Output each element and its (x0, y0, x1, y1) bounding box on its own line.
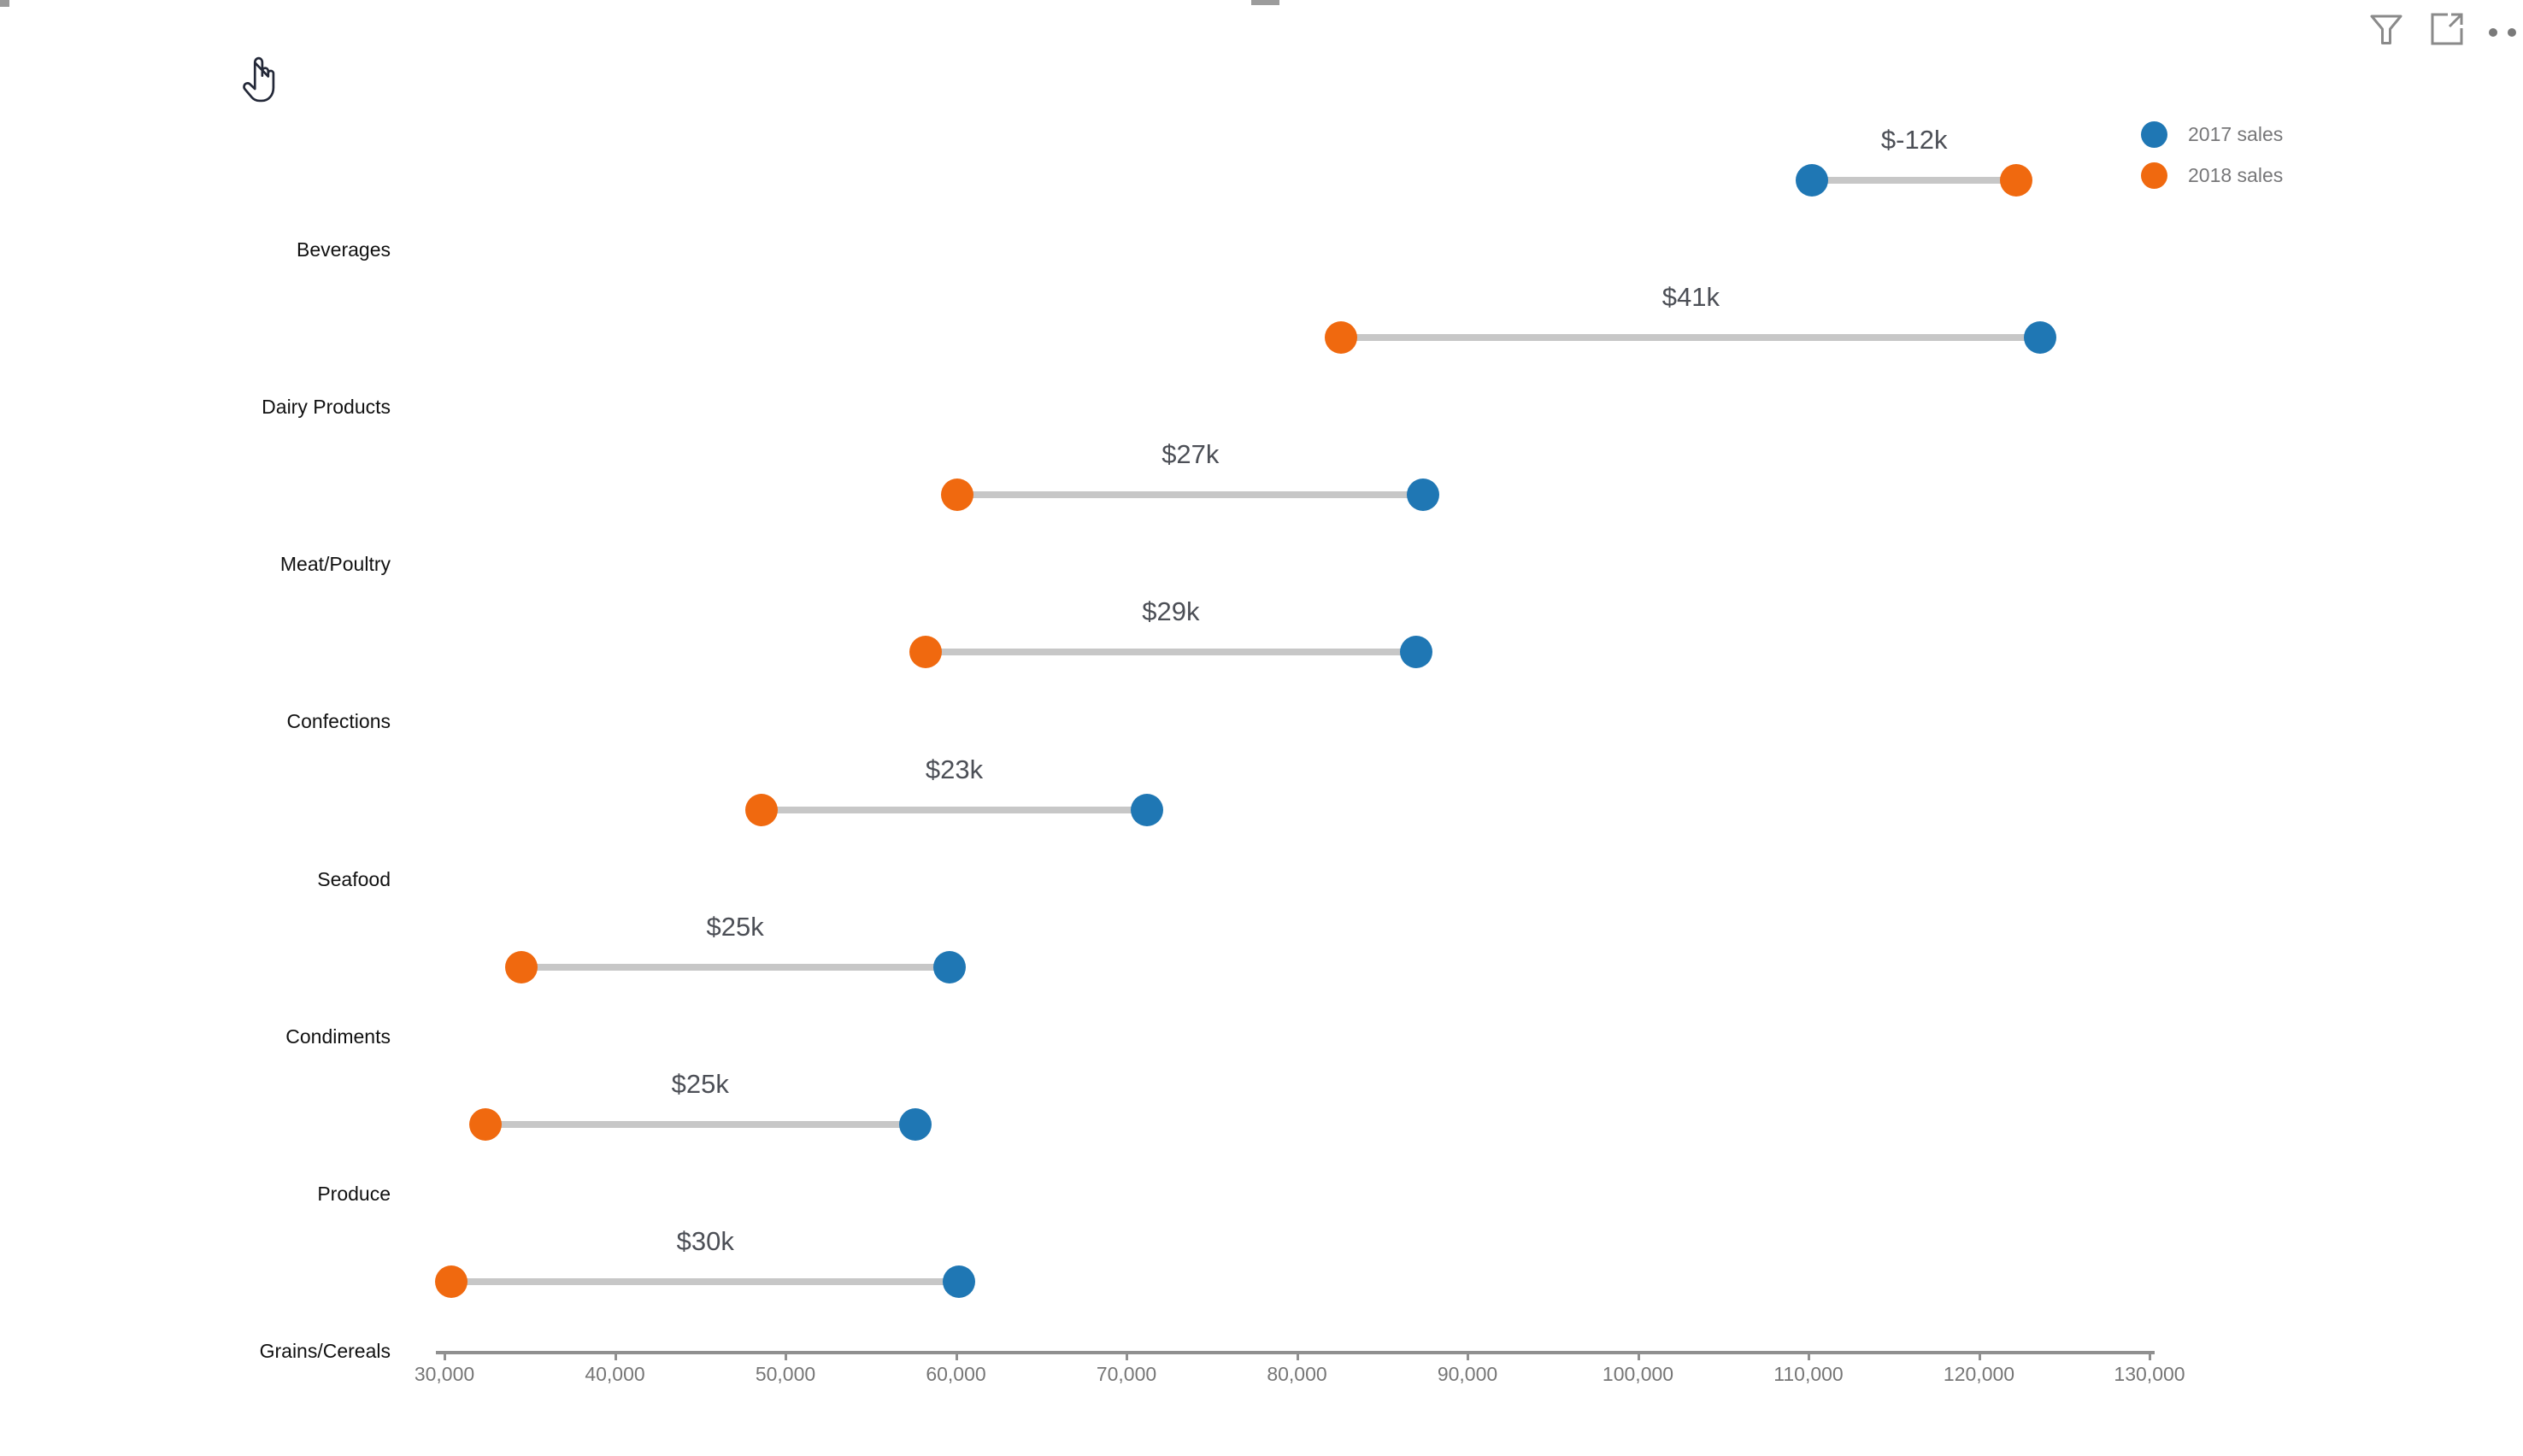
legend-dot (2141, 161, 2167, 189)
dot-2017-sales[interactable] (1130, 793, 1163, 826)
ellipsis-dot (2508, 28, 2516, 37)
legend-label: 2018 sales (2188, 163, 2284, 186)
top-edge-artifact (1251, 0, 1279, 5)
screen-corner-artifact (0, 0, 9, 7)
x-axis-tick-label: 110,000 (1773, 1363, 1844, 1385)
dot-2017-sales[interactable] (1407, 478, 1440, 512)
dot-2017-sales[interactable] (1400, 636, 1433, 669)
category-label: Condiments (285, 1024, 391, 1048)
connector-line (957, 491, 1424, 499)
filter-icon[interactable] (2367, 9, 2405, 49)
visual-header (2367, 7, 2523, 51)
connector-line (1341, 334, 2041, 342)
dot-2018-sales[interactable] (468, 1107, 502, 1141)
dot-2017-sales[interactable] (932, 950, 966, 983)
difference-label: $27k (1162, 439, 1220, 470)
dot-2018-sales[interactable] (1325, 321, 1358, 355)
x-axis-tick-label: 40,000 (585, 1363, 645, 1385)
x-axis-tick (1296, 1351, 1299, 1360)
x-axis-tick (785, 1351, 787, 1360)
connector-line (450, 1277, 960, 1285)
more-options-icon[interactable] (2489, 21, 2523, 37)
x-axis-tick-label: 90,000 (1437, 1363, 1498, 1385)
connector-line (925, 649, 1417, 656)
connector-line (1811, 177, 2017, 184)
connector-line (762, 806, 1147, 813)
x-axis-tick-label: 70,000 (1096, 1363, 1157, 1385)
difference-label: $25k (706, 911, 764, 942)
x-axis-tick (1467, 1351, 1469, 1360)
x-axis-tick-label: 30,000 (414, 1363, 475, 1385)
focus-mode-icon[interactable] (2429, 9, 2465, 49)
connector-line (520, 963, 950, 971)
hand-pointer-cursor-icon (240, 55, 279, 106)
x-axis-tick-label: 80,000 (1267, 1363, 1327, 1385)
dot-2018-sales[interactable] (941, 478, 974, 512)
x-axis-tick (1808, 1351, 1810, 1360)
x-axis-tick-label: 120,000 (1943, 1363, 2015, 1385)
dot-2018-sales[interactable] (434, 1265, 468, 1298)
category-label: Confections (286, 710, 391, 733)
x-axis-tick (1637, 1351, 1640, 1360)
difference-label: $29k (1142, 596, 1200, 627)
x-axis-tick (1978, 1351, 1981, 1360)
dot-2017-sales[interactable] (898, 1107, 932, 1141)
dot-2018-sales[interactable] (504, 950, 538, 983)
x-axis-tick (2149, 1351, 2151, 1360)
category-label: Produce (317, 1182, 391, 1205)
category-label: Grains/Cereals (259, 1339, 391, 1362)
x-axis-tick-label: 60,000 (926, 1363, 986, 1385)
category-label: Seafood (317, 867, 391, 890)
category-label: Dairy Products (262, 396, 391, 419)
ellipsis-dot (2489, 28, 2497, 37)
legend-label: 2017 sales (2188, 122, 2284, 145)
dot-2018-sales[interactable] (2000, 164, 2033, 197)
dot-2018-sales[interactable] (745, 793, 779, 826)
legend-item[interactable]: 2018 sales (2141, 161, 2283, 190)
x-axis-tick-label: 130,000 (2114, 1363, 2185, 1385)
x-axis-tick-label: 100,000 (1602, 1363, 1674, 1385)
dot-2017-sales[interactable] (1795, 164, 1828, 197)
difference-label: $-12k (1880, 125, 1948, 155)
x-axis-tick (444, 1351, 446, 1360)
legend-dot (2141, 120, 2167, 148)
difference-label: $41k (1661, 282, 1720, 313)
x-axis-tick-label: 50,000 (755, 1363, 816, 1385)
difference-label: $23k (925, 754, 984, 784)
x-axis-line (436, 1351, 2155, 1354)
difference-label: $30k (676, 1225, 734, 1256)
dot-2017-sales[interactable] (943, 1265, 976, 1298)
dot-2017-sales[interactable] (2024, 321, 2057, 355)
legend-item[interactable]: 2017 sales (2141, 120, 2283, 149)
category-label: Meat/Poultry (279, 553, 391, 576)
x-axis-tick (1126, 1351, 1128, 1360)
category-label: Beverages (297, 238, 391, 261)
connector-line (485, 1120, 915, 1128)
dot-2018-sales[interactable] (909, 636, 942, 669)
x-axis-tick (614, 1351, 617, 1360)
difference-label: $25k (671, 1068, 729, 1099)
x-axis-tick (955, 1351, 958, 1360)
